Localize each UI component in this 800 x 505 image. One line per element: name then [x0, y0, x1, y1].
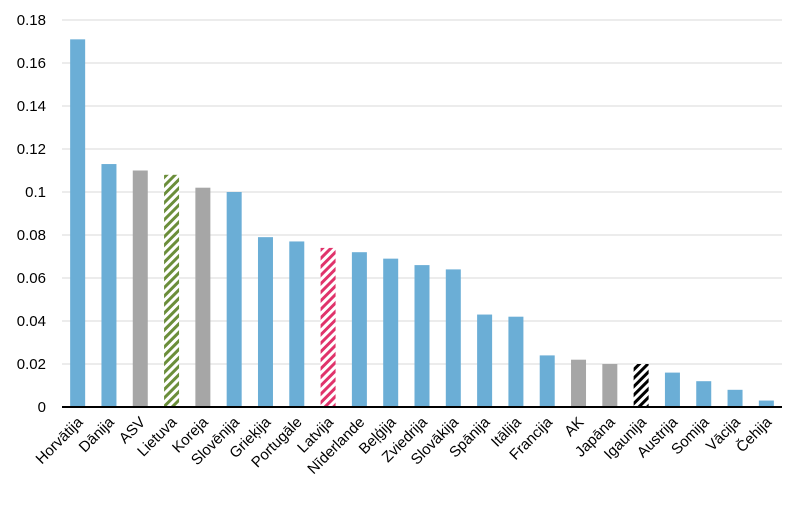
bar-vācija — [727, 389, 743, 407]
bar-spānija — [477, 314, 493, 407]
bar-asv — [132, 170, 148, 407]
bar-zviedrija — [414, 265, 430, 407]
bar-japāna — [602, 364, 618, 407]
bar-latvija — [320, 247, 336, 407]
y-tick-label: 0.16 — [17, 55, 46, 72]
bar-somija — [696, 381, 712, 407]
y-tick-label: 0.18 — [17, 12, 46, 29]
bar-beļģija — [383, 258, 399, 407]
y-tick-label: 0.12 — [17, 141, 46, 158]
bar-itālija — [508, 316, 524, 407]
y-tick-label: 0.14 — [17, 98, 46, 115]
bar-francija — [539, 355, 555, 407]
bar-lietuva — [164, 174, 180, 407]
y-tick-label: 0.08 — [17, 227, 46, 244]
bar-nīderlande — [351, 252, 367, 407]
bar-dānija — [101, 164, 117, 407]
bar-horvātija — [70, 39, 86, 407]
bar-portugāle — [289, 241, 305, 407]
y-tick-label: 0 — [38, 399, 46, 416]
y-axis-ticks: 0 0.02 0.04 0.06 0.08 0.1 0.12 0.14 0.16 0.18 — [17, 12, 46, 416]
gridlines — [62, 19, 782, 365]
bar-slovēnija — [226, 192, 242, 407]
bars — [70, 39, 774, 407]
x-category-label: Dānija — [76, 413, 119, 456]
y-tick-label: 0.02 — [17, 356, 46, 373]
bar-koreja — [195, 187, 211, 407]
bar-austrija — [664, 372, 680, 407]
bar-ak — [571, 359, 587, 407]
x-category-label: Čehija — [733, 413, 776, 456]
y-tick-label: 0.1 — [25, 184, 46, 201]
bar-čehija — [758, 400, 774, 407]
bar-slovākija — [445, 269, 461, 407]
x-axis-labels: HorvātijaDānijaASVLietuvaKorejaSlovēnija… — [33, 413, 776, 477]
y-tick-label: 0.04 — [17, 313, 46, 330]
bar-grieķija — [257, 237, 273, 407]
y-tick-label: 0.06 — [17, 270, 46, 287]
bar-igaunija — [633, 364, 649, 407]
